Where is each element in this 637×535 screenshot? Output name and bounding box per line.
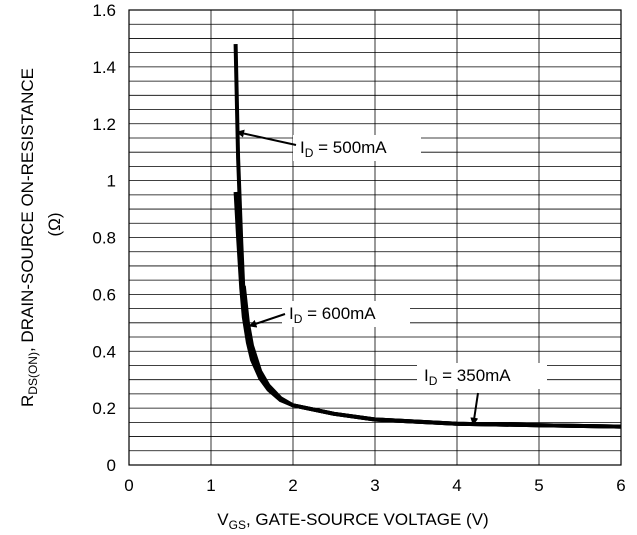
axis-labels: VGS, GATE-SOURCE VOLTAGE (V) RDS(ON), DRA… <box>18 68 489 532</box>
annotation-arrow-1 <box>248 313 286 328</box>
annotation-arrow-2 <box>470 392 479 426</box>
annotation-bg-0 <box>293 135 421 161</box>
annotation-arrow-0 <box>236 129 297 146</box>
x-tick-label: 4 <box>452 476 461 495</box>
y-tick-label: 1.2 <box>92 115 116 134</box>
y-tick-label: 1 <box>107 172 116 191</box>
x-tick-label: 2 <box>288 476 297 495</box>
annotation-label-1: ID = 600mA <box>289 304 376 326</box>
annotation-bg-1 <box>282 301 410 327</box>
plot-frame <box>128 9 622 466</box>
annotation-bg-2 <box>417 363 547 389</box>
x-tick-label: 0 <box>124 476 133 495</box>
x-tick-label: 1 <box>206 476 215 495</box>
y-axis-title: RDS(ON), DRAIN-SOURCE ON-RESISTANCE <box>18 68 40 407</box>
x-tick-label: 5 <box>534 476 543 495</box>
y-axis-title-unit: (Ω) <box>45 212 64 236</box>
x-tick-label: 3 <box>370 476 379 495</box>
x-axis-title: VGS, GATE-SOURCE VOLTAGE (V) <box>217 510 488 532</box>
y-tick-label: 0.6 <box>92 285 116 304</box>
grid <box>128 9 622 466</box>
y-tick-label: 0 <box>107 456 116 475</box>
y-tick-label: 1.6 <box>92 1 116 20</box>
annotation-layer: ID = 500mA ID = 600mA ID = 350mA <box>236 129 547 426</box>
y-tick-label: 1.4 <box>92 58 116 77</box>
y-tick-label: 0.8 <box>92 229 116 248</box>
annotation-label-2: ID = 350mA <box>424 366 511 388</box>
y-tick-label: 0.4 <box>92 342 116 361</box>
y-tick-label: 0.2 <box>92 399 116 418</box>
tick-labels: 0 1 2 3 4 5 6 0 0.2 0.4 0.6 0.8 1 1.2 1.4 1.6 <box>92 1 625 495</box>
annotation-label-0: ID = 500mA <box>300 138 387 160</box>
x-tick-label: 6 <box>616 476 625 495</box>
